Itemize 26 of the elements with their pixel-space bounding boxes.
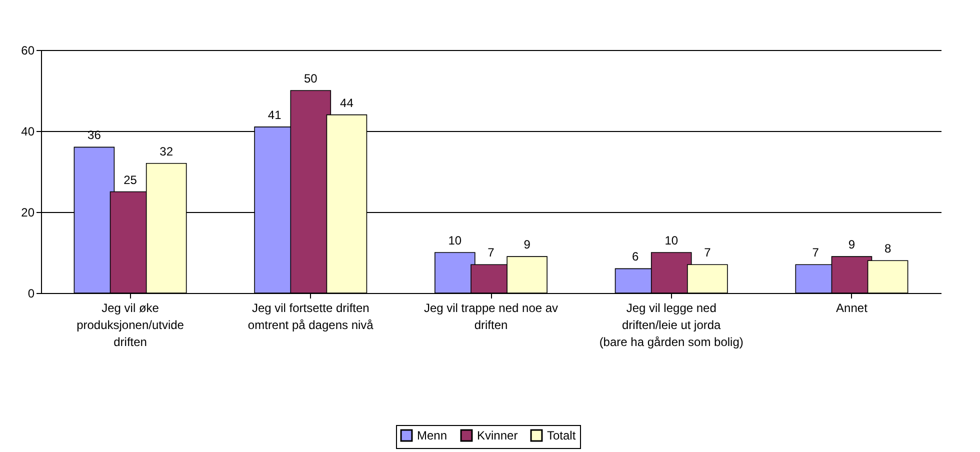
data-label: 6: [632, 250, 639, 264]
legend-label: Menn: [417, 428, 448, 443]
data-label: 41: [268, 108, 282, 122]
data-label: 9: [524, 238, 531, 252]
x-tick-label: Jeg vil øke produksjonen/utvide driften: [76, 301, 184, 349]
y-tick-label: 40: [21, 124, 35, 138]
data-label: 32: [160, 144, 174, 158]
y-tick-label: 60: [21, 44, 35, 58]
data-label: 50: [304, 72, 318, 86]
data-label: 7: [704, 246, 712, 260]
y-tick-label: 0: [28, 286, 35, 300]
data-label: 10: [448, 234, 462, 248]
y-tick-label: 20: [21, 206, 35, 220]
x-tick-label: Jeg vil fortsette driften omtrent på dagens nivå: [248, 301, 374, 332]
data-label: 44: [340, 96, 354, 110]
x-tick-label: Jeg vil legge ned driften/leie ut jorda (bare ha gården som bolig): [599, 301, 744, 349]
x-tick-label: Jeg vil trappe ned noe av driften: [424, 301, 558, 332]
data-label: 9: [848, 238, 856, 252]
legend-label: Kvinner: [477, 428, 518, 443]
data-label: 7: [488, 246, 495, 260]
data-label: 7: [812, 246, 820, 260]
x-tick-label: Annet: [836, 301, 868, 315]
data-label: 25: [124, 172, 138, 187]
data-label: 10: [664, 234, 678, 248]
legend-label: Totalt: [547, 428, 576, 443]
data-label: 8: [884, 242, 892, 256]
